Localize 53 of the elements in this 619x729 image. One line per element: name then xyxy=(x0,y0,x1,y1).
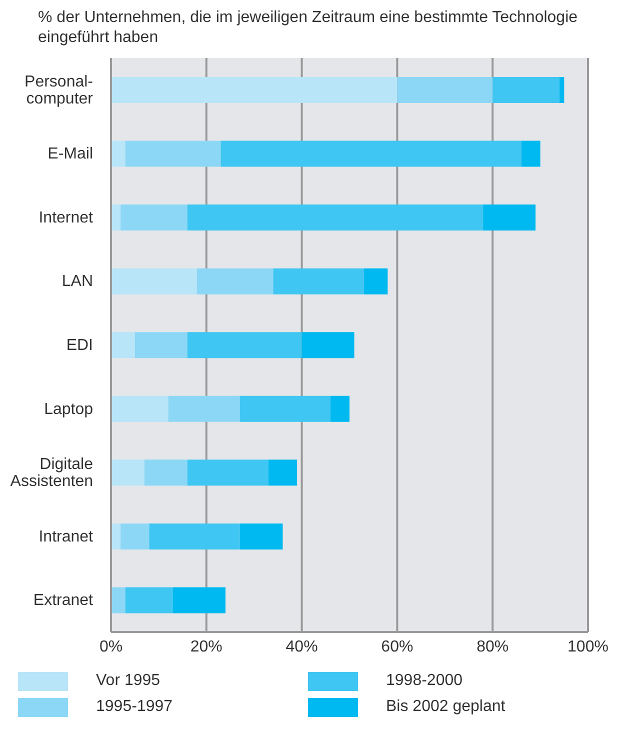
bar xyxy=(397,77,493,103)
bar xyxy=(240,396,330,422)
x-tick-label: 80% xyxy=(476,638,509,656)
bar xyxy=(144,460,188,486)
y-tick-label: Personal-computer xyxy=(24,72,94,107)
bar xyxy=(187,332,302,358)
bar xyxy=(240,523,283,550)
bar xyxy=(125,587,174,614)
y-tick-label: Laptop xyxy=(44,400,94,418)
bar xyxy=(187,204,484,231)
x-tick-label: 100% xyxy=(568,638,608,656)
bar xyxy=(111,587,126,614)
y-tick-label: E-Mail xyxy=(48,145,93,162)
y-tick-label: Internet xyxy=(38,208,94,226)
bar xyxy=(111,460,144,486)
bar xyxy=(330,396,350,422)
bar xyxy=(149,523,240,550)
chart-title: % der Unternehmen, die im jeweiligen Zeitraum eine bestimmte Technologie eingeführt haben xyxy=(38,8,578,48)
x-tick-label: 20% xyxy=(190,638,222,656)
bar xyxy=(187,460,268,486)
bar xyxy=(273,268,364,294)
bar xyxy=(168,396,240,422)
bar xyxy=(302,332,354,358)
legend-label: 1998-2000 xyxy=(386,672,463,690)
bar xyxy=(483,204,536,231)
bar xyxy=(134,332,188,358)
bar xyxy=(173,587,226,614)
legend-label: 1995-1997 xyxy=(96,698,173,716)
bar xyxy=(559,77,564,103)
y-tick-label: Intranet xyxy=(38,528,94,545)
x-tick-label: 60% xyxy=(381,638,414,656)
bar xyxy=(125,140,221,167)
legend-label: Vor 1995 xyxy=(96,672,160,690)
bar xyxy=(120,204,188,231)
bar xyxy=(120,523,150,550)
bar xyxy=(364,268,388,294)
bar xyxy=(111,268,197,294)
y-tick-label: EDI xyxy=(66,336,93,354)
bar xyxy=(111,140,126,167)
x-tick-label: 0% xyxy=(99,638,123,656)
bar xyxy=(220,140,522,167)
y-tick-label: Digitale Assistenten xyxy=(10,456,94,490)
x-tick-label: 40% xyxy=(286,638,318,656)
legend-label: Bis 2002 geplant xyxy=(386,698,506,716)
bar xyxy=(268,460,298,486)
y-tick-label: Extranet xyxy=(33,592,94,609)
bar xyxy=(196,268,274,294)
bar xyxy=(111,77,398,103)
bar xyxy=(111,396,168,422)
bar xyxy=(521,140,540,167)
bar xyxy=(111,332,135,358)
bar xyxy=(492,77,560,103)
y-tick-label: LAN xyxy=(62,272,93,290)
